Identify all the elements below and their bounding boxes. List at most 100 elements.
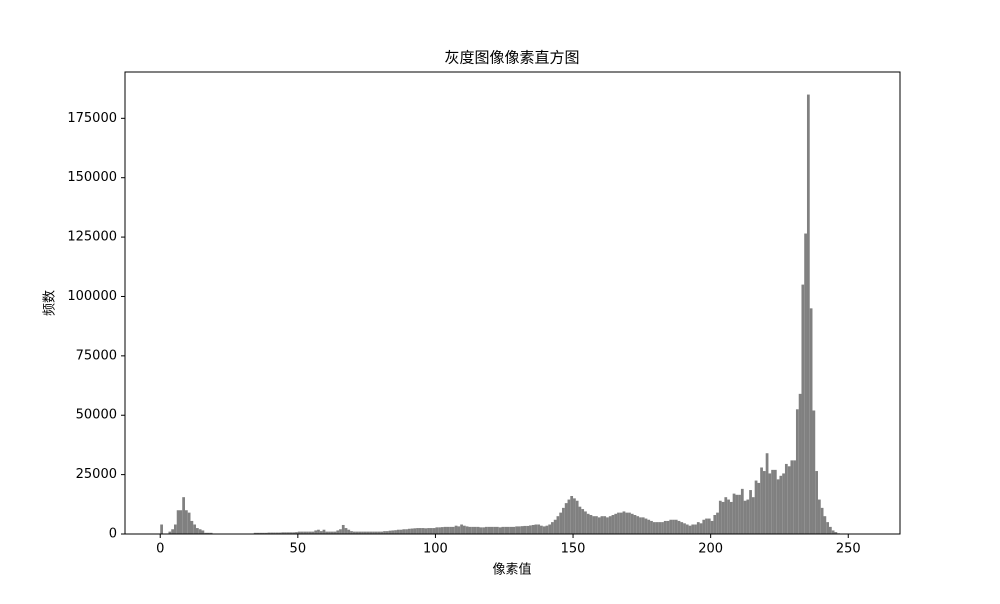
- bar: [823, 516, 826, 534]
- bar: [347, 530, 350, 534]
- bar: [182, 497, 185, 534]
- bar: [719, 501, 722, 534]
- bar: [543, 526, 546, 534]
- bar: [397, 530, 400, 534]
- bar: [592, 516, 595, 534]
- bar: [779, 476, 782, 534]
- bar: [438, 527, 441, 534]
- bar: [479, 527, 482, 534]
- bar: [614, 514, 617, 534]
- bar: [727, 500, 730, 534]
- bar: [493, 527, 496, 534]
- y-tick-label: 50000: [76, 408, 117, 423]
- bar: [678, 521, 681, 534]
- bar: [179, 510, 182, 534]
- bar: [339, 529, 342, 534]
- bar: [551, 522, 554, 534]
- bar: [537, 524, 540, 534]
- bar: [446, 527, 449, 534]
- bar: [188, 513, 191, 534]
- bar: [507, 527, 510, 534]
- bar: [515, 526, 518, 534]
- bar: [623, 511, 626, 534]
- bar: [504, 527, 507, 534]
- bar: [466, 526, 469, 534]
- bar: [427, 528, 430, 534]
- bar: [664, 521, 667, 534]
- y-tick-label: 0: [109, 527, 117, 542]
- bar: [634, 515, 637, 534]
- bar: [645, 519, 648, 534]
- bar: [191, 521, 194, 534]
- x-tick-label: 100: [423, 542, 448, 557]
- bar: [521, 526, 524, 534]
- bar: [540, 526, 543, 534]
- bar: [700, 523, 703, 534]
- bar: [821, 508, 824, 534]
- x-tick-label: 150: [561, 542, 586, 557]
- bar: [617, 513, 620, 534]
- bar: [667, 521, 670, 534]
- bar: [411, 529, 414, 534]
- bar: [763, 471, 766, 534]
- bar: [790, 460, 793, 534]
- bar: [796, 409, 799, 534]
- bar: [576, 501, 579, 534]
- bar: [628, 513, 631, 534]
- y-axis-label: 频数: [43, 290, 58, 316]
- bar: [686, 524, 689, 534]
- bar: [661, 522, 664, 534]
- bar: [391, 530, 394, 534]
- bar: [587, 514, 590, 534]
- y-tick-label: 150000: [67, 170, 117, 185]
- bar: [559, 513, 562, 534]
- bar: [471, 527, 474, 534]
- bar: [730, 502, 733, 534]
- bar: [804, 234, 807, 534]
- bar: [697, 522, 700, 534]
- bar: [513, 527, 516, 534]
- bar: [716, 513, 719, 534]
- bar: [435, 527, 438, 534]
- bar: [774, 470, 777, 534]
- bar: [488, 527, 491, 534]
- bar: [452, 527, 455, 534]
- bar: [724, 497, 727, 534]
- bar: [612, 515, 615, 534]
- x-tick-label: 200: [698, 542, 723, 557]
- bar: [691, 524, 694, 534]
- bar: [177, 510, 180, 534]
- bar: [647, 520, 650, 534]
- bar: [496, 527, 499, 534]
- bar: [548, 524, 551, 534]
- bar: [590, 515, 593, 534]
- bar: [499, 527, 502, 534]
- bar: [705, 519, 708, 534]
- bar: [656, 522, 659, 534]
- bar: [625, 513, 628, 534]
- bar: [738, 495, 741, 534]
- x-tick-label: 250: [836, 542, 861, 557]
- bar: [702, 520, 705, 534]
- bar: [174, 524, 177, 534]
- bar: [160, 524, 163, 534]
- bar: [535, 524, 538, 534]
- bar: [807, 95, 810, 534]
- y-tick-label: 125000: [67, 230, 117, 245]
- bar: [562, 508, 565, 534]
- bar: [449, 527, 452, 534]
- bar: [799, 394, 802, 534]
- bar: [675, 520, 678, 534]
- bar: [394, 530, 397, 534]
- bar: [711, 521, 714, 534]
- bar: [422, 528, 425, 534]
- bar: [317, 530, 320, 534]
- bar: [433, 528, 436, 534]
- bar: [584, 511, 587, 534]
- bar: [689, 526, 692, 534]
- bar: [777, 479, 780, 534]
- bar: [463, 526, 466, 534]
- bar: [408, 529, 411, 534]
- bar: [733, 494, 736, 534]
